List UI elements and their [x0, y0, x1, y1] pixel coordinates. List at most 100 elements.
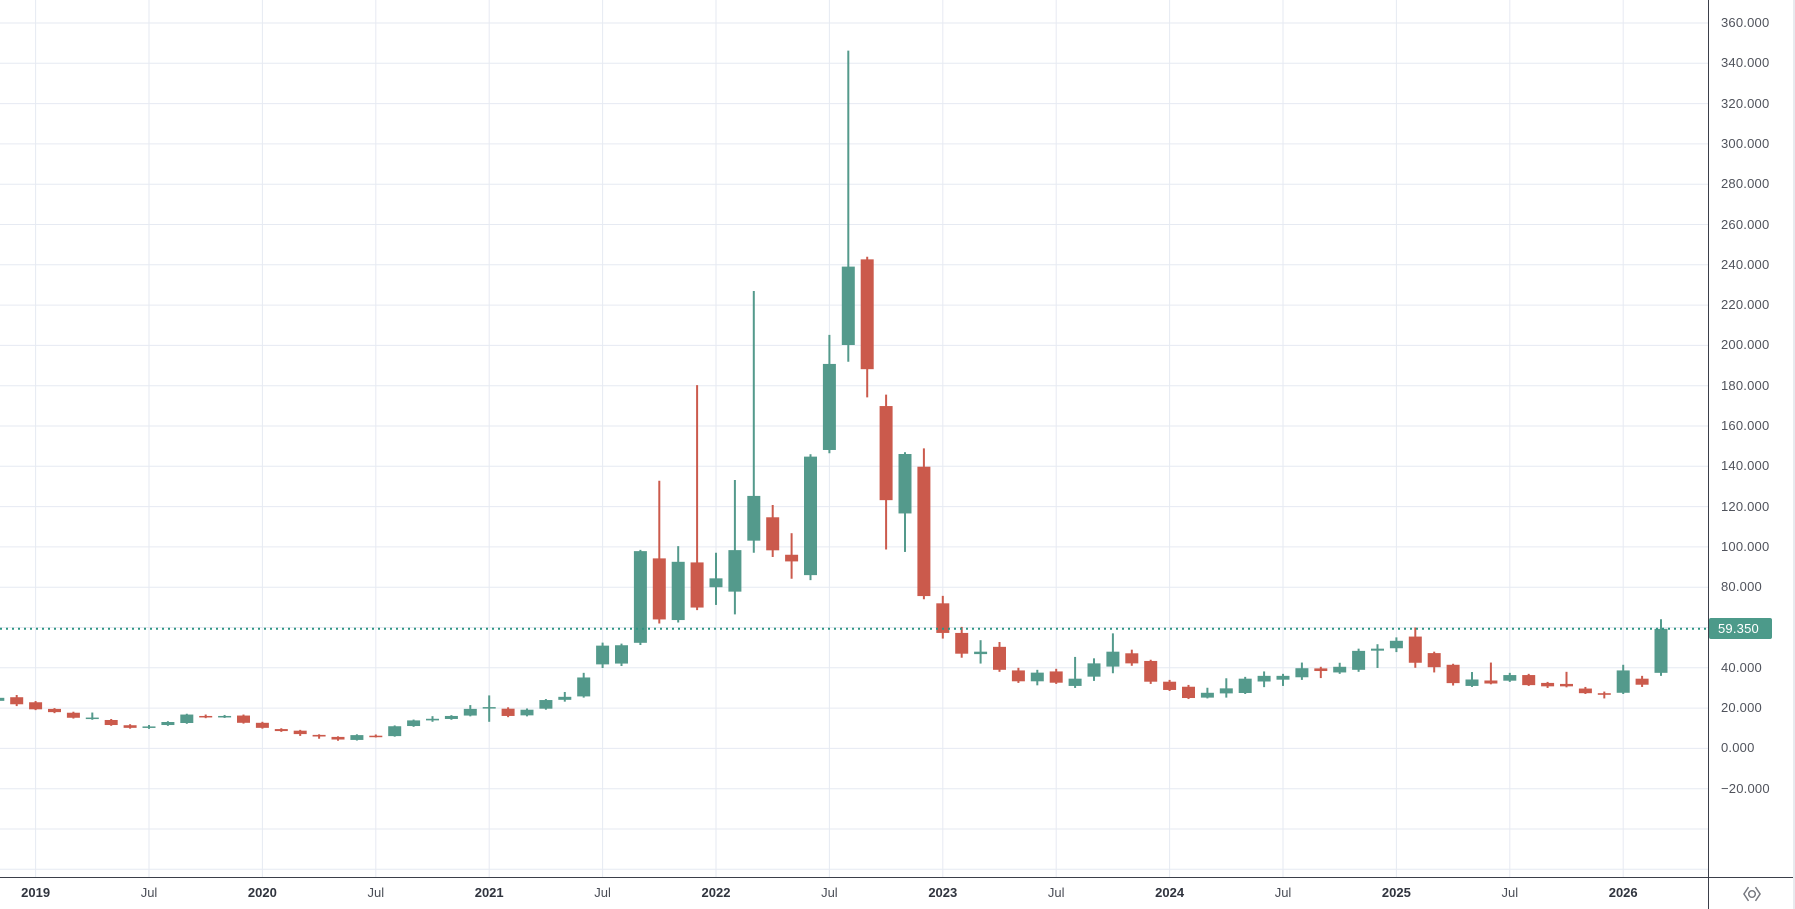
- candle-body: [199, 715, 213, 718]
- candle-body: [539, 700, 553, 709]
- price-axis-label: 240.000: [1721, 256, 1770, 272]
- candle-body: [142, 726, 156, 728]
- candle-body: [331, 736, 345, 740]
- candle-body: [180, 714, 194, 724]
- candle-body: [955, 632, 969, 654]
- candle-body: [1219, 688, 1233, 694]
- candlestick-plot: [0, 0, 1708, 877]
- candle-body: [388, 726, 402, 737]
- candle-body: [1049, 671, 1063, 683]
- candle-body: [596, 645, 610, 665]
- candle-body: [1654, 628, 1668, 673]
- candle-body: [766, 517, 780, 551]
- candle-body: [804, 456, 817, 576]
- candle-body: [350, 735, 364, 740]
- time-axis-year-label: 2023: [928, 885, 958, 900]
- candle-body: [860, 259, 874, 370]
- time-axis-month-label: Jul: [1047, 885, 1065, 900]
- axis-corner: [1708, 877, 1795, 909]
- candle-body: [747, 495, 761, 541]
- candle-body: [1200, 692, 1214, 698]
- candle-body: [444, 715, 458, 719]
- candle-body: [1068, 678, 1082, 686]
- time-axis-year-label: 2019: [21, 885, 51, 900]
- candle-body: [1238, 678, 1252, 693]
- candle-body: [29, 702, 43, 710]
- candle-body: [1616, 670, 1630, 693]
- candle-body: [1389, 640, 1403, 649]
- candle-body: [1635, 678, 1649, 685]
- candle-body: [841, 266, 855, 345]
- candle-body: [85, 717, 99, 720]
- chart-plot-area[interactable]: [0, 0, 1708, 877]
- candle-body: [312, 734, 326, 737]
- scroll-strip: [1793, 0, 1795, 909]
- time-axis-year-label: 2026: [1608, 885, 1638, 900]
- candle-body: [728, 550, 742, 592]
- price-axis-label: 20.000: [1721, 700, 1762, 716]
- candle-body: [1578, 688, 1592, 694]
- candle-body: [501, 708, 515, 716]
- candle-body: [1011, 670, 1025, 682]
- price-axis-label: 320.000: [1721, 95, 1770, 111]
- time-axis-year-label: 2021: [474, 885, 504, 900]
- candle-body: [10, 697, 24, 705]
- candle-body: [936, 603, 950, 633]
- candle-body: [1541, 682, 1555, 687]
- last-price-tag: 59.350: [1709, 618, 1772, 640]
- candle-body: [671, 561, 685, 621]
- candle-body: [293, 730, 307, 735]
- candle-body: [1352, 650, 1366, 670]
- price-axis-label: 360.000: [1721, 15, 1770, 30]
- candle-body: [237, 715, 250, 723]
- time-axis-month-label: Jul: [1501, 885, 1519, 900]
- price-axis-label: 140.000: [1721, 458, 1770, 474]
- candle-body: [1484, 680, 1498, 684]
- price-axis-label: 40.000: [1721, 659, 1762, 675]
- candle-body: [1371, 648, 1384, 651]
- candle-body: [879, 406, 893, 501]
- candle-body: [709, 578, 723, 588]
- candle-body: [1106, 651, 1120, 667]
- candle-body: [1522, 675, 1536, 686]
- time-axis-year-label: 2020: [247, 885, 277, 900]
- candle-body: [1427, 653, 1441, 668]
- candle-body: [0, 697, 5, 701]
- eye-icon[interactable]: [1741, 883, 1763, 905]
- time-axis-month-label: Jul: [821, 885, 838, 900]
- candle-body: [1276, 675, 1290, 680]
- candle-body: [1257, 675, 1271, 682]
- price-axis-label: 300.000: [1721, 135, 1770, 151]
- candle-body: [123, 725, 137, 728]
- time-axis-month-label: Jul: [594, 885, 611, 900]
- candle-body: [1125, 653, 1139, 664]
- candle-body: [1597, 693, 1611, 695]
- candle-body: [407, 720, 421, 727]
- time-axis-year-label: 2024: [1155, 885, 1185, 900]
- candle-body: [1087, 663, 1101, 677]
- time-axis-month-label: Jul: [1274, 885, 1292, 900]
- time-axis-year-label: 2022: [701, 885, 731, 900]
- candle-body: [1503, 675, 1517, 681]
- price-axis-label: 340.000: [1721, 55, 1770, 71]
- price-axis-label: 200.000: [1721, 337, 1770, 353]
- price-axis-label: −20.000: [1721, 780, 1770, 796]
- price-axis-label: 280.000: [1721, 176, 1770, 192]
- candle-body: [1030, 672, 1044, 682]
- candle-body: [482, 707, 496, 709]
- candle-body: [785, 554, 799, 562]
- price-axis[interactable]: 59.350 360.000 340.000 320.000 300.000 280.0…: [1708, 0, 1795, 877]
- candle-body: [1446, 664, 1460, 684]
- candle-body: [66, 712, 80, 718]
- time-axis[interactable]: 2019 Jul 2020 Jul 2021 Jul 2022 Jul 2023 Jul 2024 J…: [0, 877, 1708, 909]
- candle-body: [558, 696, 572, 700]
- candle-body: [161, 722, 175, 726]
- candle-body: [633, 551, 647, 643]
- price-axis-label: 160.000: [1721, 418, 1770, 433]
- candle-body: [1144, 660, 1158, 682]
- eye-icon-glyph: [1743, 886, 1761, 901]
- candle-body: [615, 645, 628, 664]
- candle-body: [426, 718, 439, 721]
- candle-body: [822, 363, 836, 450]
